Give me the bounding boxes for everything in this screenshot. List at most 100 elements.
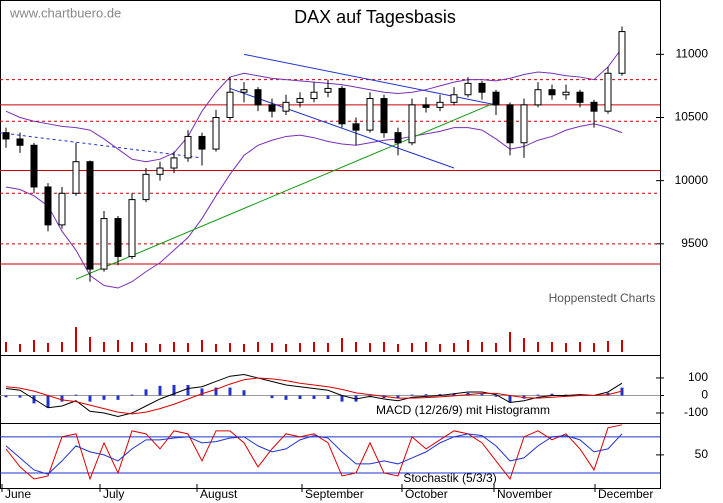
histogram-bar bbox=[172, 384, 176, 396]
candle-body bbox=[562, 91, 570, 96]
volume-bar bbox=[117, 340, 119, 352]
x-tick-label: August bbox=[200, 487, 238, 501]
candle-body bbox=[506, 104, 514, 144]
candle-body bbox=[16, 138, 24, 146]
candle-body bbox=[464, 82, 472, 96]
volume-bar bbox=[495, 343, 497, 352]
volume-bar bbox=[565, 343, 567, 352]
volume-bar bbox=[187, 343, 189, 352]
candle-body bbox=[534, 89, 542, 106]
y-tick-label: 10000 bbox=[675, 173, 709, 187]
volume-bar bbox=[33, 340, 35, 352]
candle-body bbox=[240, 89, 248, 93]
candle-body bbox=[86, 161, 94, 270]
histogram-bar bbox=[102, 395, 106, 400]
trendline bbox=[75, 101, 497, 280]
stochastic-d bbox=[5, 433, 623, 475]
histogram-bar bbox=[438, 394, 442, 396]
histogram-bar bbox=[424, 394, 428, 396]
volume-bar bbox=[369, 343, 371, 352]
histogram-bar bbox=[228, 387, 232, 396]
candle-body bbox=[100, 218, 108, 270]
histogram-bar bbox=[340, 395, 344, 402]
volume-bar bbox=[341, 338, 343, 352]
histogram-bar bbox=[18, 395, 22, 398]
y-tick-label: 0 bbox=[701, 388, 708, 402]
histogram-bar bbox=[298, 395, 302, 399]
volume-bar bbox=[201, 340, 203, 352]
y-tick-label: 100 bbox=[688, 370, 708, 384]
histogram-bar bbox=[214, 387, 218, 396]
volume-bar bbox=[61, 342, 63, 352]
volume-bar bbox=[509, 332, 511, 352]
volume-bar bbox=[243, 344, 245, 352]
candle-body bbox=[450, 94, 458, 103]
bollinger-lower bbox=[5, 123, 623, 289]
volume-bar bbox=[19, 344, 21, 352]
histogram-bar bbox=[550, 393, 554, 396]
candle-body bbox=[142, 173, 150, 201]
histogram-bar bbox=[522, 395, 526, 399]
volume-bar bbox=[397, 344, 399, 352]
candle-body bbox=[72, 161, 80, 194]
candle-body bbox=[254, 89, 262, 106]
volume-bar bbox=[299, 343, 301, 352]
x-tick-label: December bbox=[598, 487, 653, 501]
histogram-bar bbox=[284, 395, 288, 400]
candle-body bbox=[170, 157, 178, 169]
candle-body bbox=[604, 72, 612, 112]
panel-frame bbox=[0, 423, 661, 489]
volume-bar bbox=[579, 342, 581, 352]
candle-body bbox=[366, 98, 374, 131]
macd-line bbox=[5, 373, 623, 418]
histogram-bar bbox=[4, 395, 8, 398]
volume-bar bbox=[103, 342, 105, 352]
x-tick-label: June bbox=[5, 487, 31, 501]
histogram-bar bbox=[242, 390, 246, 396]
x-tick-label: September bbox=[305, 487, 364, 501]
volume-bar bbox=[523, 338, 525, 352]
volume-bar bbox=[229, 343, 231, 352]
volume-bar bbox=[47, 343, 49, 352]
chart-title: DAX auf Tagesbasis bbox=[294, 7, 456, 27]
y-tick-label: 9500 bbox=[681, 236, 708, 250]
histogram-bar bbox=[494, 395, 498, 397]
histogram-bar bbox=[508, 395, 512, 403]
y-tick-label: 10500 bbox=[675, 110, 709, 124]
volume-bar bbox=[453, 343, 455, 352]
candle-body bbox=[394, 132, 402, 144]
histogram-bar bbox=[536, 394, 540, 396]
y-tick-label: 11000 bbox=[676, 46, 709, 60]
histogram-bar bbox=[270, 395, 274, 399]
histogram-bar bbox=[410, 394, 414, 396]
signal-line bbox=[5, 377, 623, 415]
volume-bar bbox=[383, 342, 385, 352]
candle-body bbox=[268, 104, 276, 112]
histogram-bar bbox=[396, 395, 400, 399]
volume-bar bbox=[621, 340, 623, 352]
source: www.chartbuero.de bbox=[9, 5, 121, 20]
candle-body bbox=[198, 135, 206, 150]
candle-body bbox=[296, 98, 304, 103]
volume-bar bbox=[313, 342, 315, 352]
volume-bar bbox=[145, 343, 147, 352]
panel-frame bbox=[0, 355, 661, 424]
histogram-bar bbox=[116, 395, 120, 400]
volume-bar bbox=[327, 343, 329, 352]
candle-body bbox=[380, 98, 388, 134]
candle-body bbox=[324, 87, 332, 93]
histogram-bar bbox=[158, 385, 162, 396]
y-tick-label: -100 bbox=[684, 405, 708, 419]
volume-bar bbox=[5, 342, 7, 352]
candle-body bbox=[338, 87, 346, 125]
candle-body bbox=[492, 91, 500, 106]
candle-body bbox=[212, 116, 220, 150]
trendline bbox=[0, 132, 203, 159]
candle-body bbox=[436, 101, 444, 108]
volume-bar bbox=[537, 342, 539, 352]
bollinger-upper bbox=[5, 47, 623, 163]
stochastic-label: Stochastik (5/3/3) bbox=[403, 471, 496, 485]
histogram-bar bbox=[144, 389, 148, 396]
candle-body bbox=[520, 104, 528, 144]
